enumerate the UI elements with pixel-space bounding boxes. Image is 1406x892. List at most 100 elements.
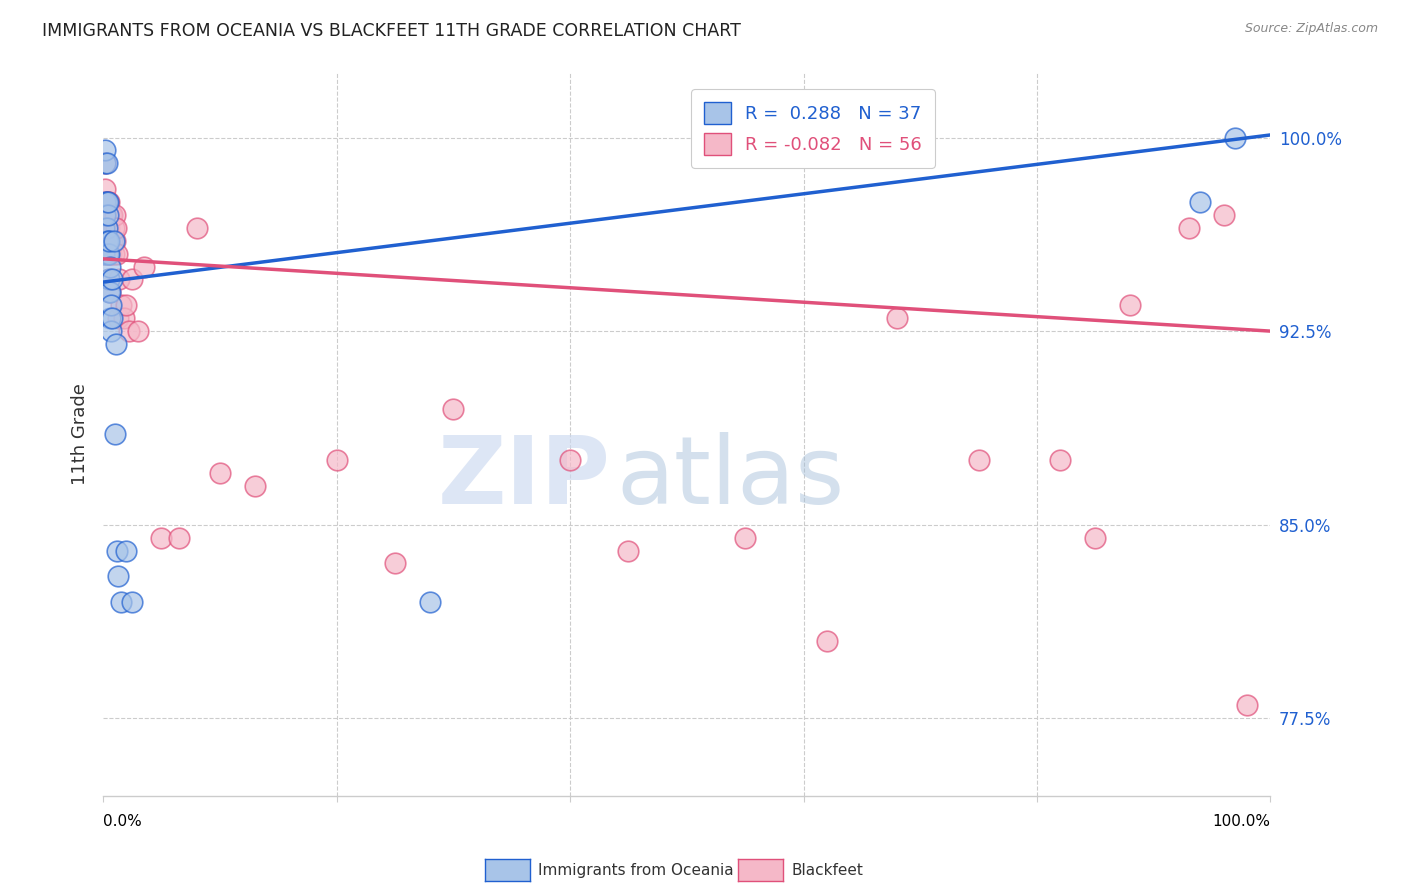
Point (132, 260, 155, 274)
Point (419, 595, 441, 609)
Point (886, 311, 908, 326)
Point (100, 324, 122, 338)
Point (94, 156, 117, 170)
Point (94, 208, 117, 222)
Point (108, 272, 131, 286)
Point (1225, 130, 1247, 145)
Point (103, 246, 125, 260)
Text: ZIP: ZIP (439, 432, 612, 524)
Point (105, 543, 128, 558)
Point (1189, 195, 1212, 210)
Point (97, 220, 120, 235)
Point (98, 285, 121, 300)
Legend: R =  0.288   N = 37, R = -0.082   N = 56: R = 0.288 N = 37, R = -0.082 N = 56 (690, 89, 935, 168)
Point (104, 234, 127, 248)
Point (98, 234, 121, 248)
Point (1049, 453, 1071, 467)
Point (734, 531, 756, 545)
Point (103, 234, 125, 248)
Point (1084, 531, 1107, 545)
Point (97, 246, 120, 260)
Point (94, 195, 117, 210)
Point (118, 324, 141, 338)
Point (94, 156, 117, 170)
Text: IMMIGRANTS FROM OCEANIA VS BLACKFEET 11TH GRADE CORRELATION CHART: IMMIGRANTS FROM OCEANIA VS BLACKFEET 11T… (42, 22, 741, 40)
Point (815, 633, 838, 648)
Point (96, 195, 118, 210)
Point (93, 234, 115, 248)
Point (94, 182, 117, 196)
Point (97, 234, 120, 248)
Point (96, 208, 118, 222)
Text: Immigrants from Oceania: Immigrants from Oceania (538, 863, 734, 878)
Point (96, 220, 118, 235)
Point (98, 246, 121, 260)
Point (97, 195, 120, 210)
Point (98, 234, 121, 248)
Point (121, 272, 143, 286)
Point (1177, 220, 1199, 235)
Point (384, 557, 406, 571)
Point (105, 246, 128, 260)
Point (617, 543, 640, 558)
Point (967, 453, 990, 467)
Text: 100.0%: 100.0% (1212, 814, 1271, 829)
Point (98, 285, 121, 300)
Point (101, 272, 124, 286)
Point (243, 479, 266, 493)
Point (98, 195, 121, 210)
Point (1212, 208, 1234, 222)
Point (101, 311, 124, 326)
Point (93, 195, 115, 210)
Text: atlas: atlas (617, 432, 845, 524)
Point (93, 246, 115, 260)
Point (94, 144, 117, 158)
Point (104, 220, 127, 235)
Point (121, 595, 143, 609)
Point (104, 337, 127, 351)
Text: Source: ZipAtlas.com: Source: ZipAtlas.com (1244, 22, 1378, 36)
Point (104, 427, 127, 442)
Point (101, 208, 124, 222)
Point (1119, 298, 1142, 312)
Point (94, 208, 117, 222)
Point (186, 220, 208, 235)
Point (98, 285, 121, 300)
Point (96, 195, 118, 210)
Point (558, 453, 581, 467)
Text: 0.0%: 0.0% (103, 814, 142, 829)
Point (110, 595, 132, 609)
Point (110, 298, 132, 312)
Point (98, 311, 121, 326)
Point (115, 298, 138, 312)
Text: Blackfeet: Blackfeet (792, 863, 863, 878)
Point (103, 220, 125, 235)
Point (104, 208, 127, 222)
Point (97, 246, 120, 260)
Point (96, 234, 118, 248)
Point (100, 246, 122, 260)
Point (107, 569, 129, 583)
Point (325, 453, 347, 467)
Point (150, 531, 173, 545)
Point (97, 208, 120, 222)
Point (208, 466, 231, 480)
Point (98, 246, 121, 260)
Point (441, 401, 464, 416)
Point (98, 260, 121, 274)
Point (93, 246, 115, 260)
Point (100, 298, 122, 312)
Point (98, 220, 121, 235)
Point (112, 311, 135, 326)
Point (127, 324, 149, 338)
Point (101, 234, 124, 248)
Point (98, 272, 121, 286)
Point (96, 156, 118, 170)
Point (97, 195, 120, 210)
Point (115, 543, 138, 558)
Point (107, 311, 129, 326)
Point (1236, 698, 1258, 713)
Point (167, 531, 190, 545)
Point (98, 272, 121, 286)
Point (93, 220, 115, 235)
